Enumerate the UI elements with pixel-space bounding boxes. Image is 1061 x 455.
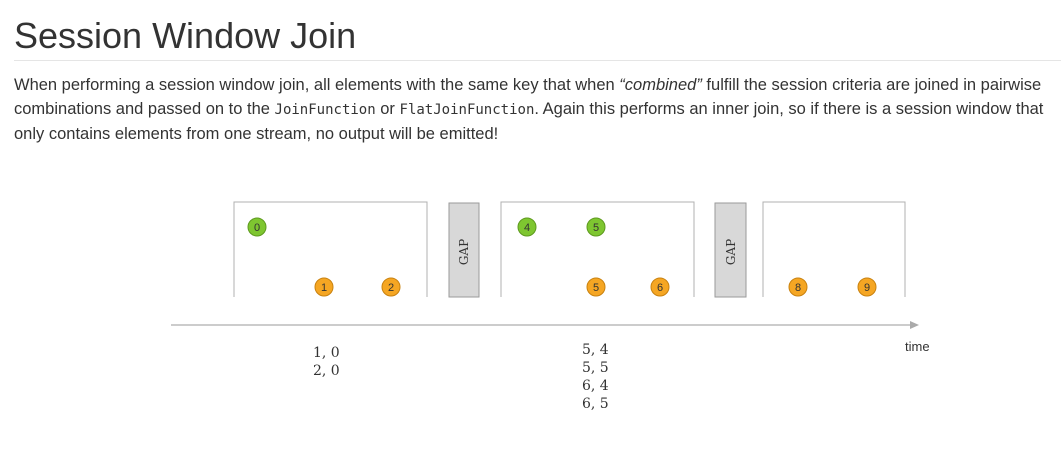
green-element: 4 bbox=[517, 217, 537, 237]
join-result: 5, 5 bbox=[582, 360, 609, 376]
orange-element-label: 8 bbox=[795, 282, 801, 294]
orange-element-circle bbox=[381, 277, 401, 297]
session-window-3 bbox=[762, 201, 906, 297]
orange-element-circle bbox=[650, 277, 670, 297]
join-result: 2, 0 bbox=[313, 363, 340, 379]
orange-element-circle bbox=[857, 277, 877, 297]
orange-element-label: 2 bbox=[388, 282, 394, 294]
green-element-circle bbox=[586, 217, 606, 237]
orange-element-circle bbox=[586, 277, 606, 297]
orange-element-label: 1 bbox=[321, 282, 327, 294]
orange-element: 6 bbox=[650, 277, 670, 297]
time-axis-arrowhead bbox=[910, 321, 919, 329]
orange-element-label: 5 bbox=[593, 282, 599, 294]
orange-element: 2 bbox=[381, 277, 401, 297]
title-divider bbox=[14, 60, 1061, 61]
orange-element: 5 bbox=[586, 277, 606, 297]
green-element-label: 5 bbox=[593, 222, 599, 234]
orange-element: 1 bbox=[314, 277, 334, 297]
join-result: 5, 4 bbox=[582, 342, 609, 358]
session-window-2 bbox=[500, 201, 695, 297]
code-flat-join-function: FlatJoinFunction bbox=[399, 102, 535, 118]
green-element-label: 4 bbox=[524, 222, 530, 234]
gap-label-1: GAP bbox=[457, 239, 471, 265]
description-paragraph: When performing a session window join, a… bbox=[14, 73, 1054, 146]
paragraph-text-3: or bbox=[375, 100, 400, 118]
orange-element: 8 bbox=[788, 277, 808, 297]
paragraph-emphasis: “combined” bbox=[619, 76, 702, 94]
paragraph-text-1: When performing a session window join, a… bbox=[14, 76, 620, 94]
gap-block-1 bbox=[448, 202, 480, 298]
join-result: 6, 5 bbox=[582, 396, 609, 412]
green-element: 5 bbox=[586, 217, 606, 237]
time-axis-label: time bbox=[905, 339, 930, 354]
orange-element-circle bbox=[314, 277, 334, 297]
green-element: 0 bbox=[247, 217, 267, 237]
gap-block-2 bbox=[714, 202, 747, 298]
code-join-function: JoinFunction bbox=[274, 102, 376, 118]
green-element-label: 0 bbox=[254, 222, 260, 234]
paragraph-text-2: fulfill the session criteria are joined … bbox=[14, 76, 1042, 118]
page-title: Session Window Join bbox=[14, 15, 357, 56]
join-result: 6, 4 bbox=[582, 378, 609, 394]
green-element-circle bbox=[517, 217, 537, 237]
orange-element: 9 bbox=[857, 277, 877, 297]
join-result: 1, 0 bbox=[313, 345, 340, 361]
session-window-1 bbox=[233, 201, 428, 297]
orange-element-circle bbox=[788, 277, 808, 297]
paragraph-text-4: . Again this performs an inner join, so … bbox=[14, 100, 1044, 143]
green-element-circle bbox=[247, 217, 267, 237]
gap-label-2: GAP bbox=[724, 239, 738, 265]
orange-element-label: 6 bbox=[657, 282, 663, 294]
orange-element-label: 9 bbox=[864, 282, 870, 294]
